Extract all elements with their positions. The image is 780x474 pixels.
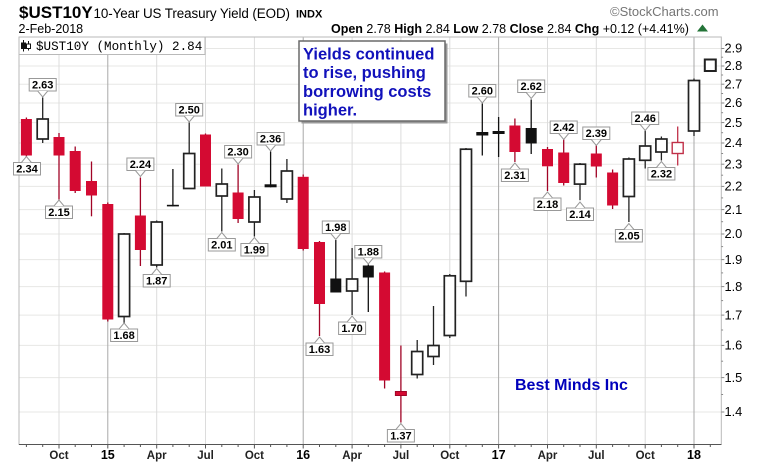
svg-text:2.24: 2.24 <box>130 159 152 171</box>
svg-text:2.01: 2.01 <box>211 239 232 251</box>
svg-text:17: 17 <box>492 448 506 462</box>
svg-text:Jul: Jul <box>197 450 214 462</box>
svg-text:2.42: 2.42 <box>553 122 574 134</box>
svg-text:2.5: 2.5 <box>725 115 743 130</box>
svg-text:2.7: 2.7 <box>725 76 743 91</box>
svg-text:2.14: 2.14 <box>569 209 591 221</box>
svg-text:2.15: 2.15 <box>48 207 69 219</box>
svg-text:1.5: 1.5 <box>725 370 743 385</box>
svg-text:Jul: Jul <box>393 450 410 462</box>
svg-text:15: 15 <box>101 448 115 462</box>
svg-text:2.2: 2.2 <box>725 179 743 194</box>
svg-text:2.3: 2.3 <box>725 156 743 171</box>
svg-text:1.70: 1.70 <box>341 323 362 335</box>
svg-text:2.30: 2.30 <box>227 146 248 158</box>
svg-text:Oct: Oct <box>636 450 655 462</box>
svg-text:2.50: 2.50 <box>178 104 199 116</box>
svg-text:to rise, pushing: to rise, pushing <box>303 64 426 82</box>
svg-text:Oct: Oct <box>440 450 459 462</box>
svg-text:1.88: 1.88 <box>358 246 379 258</box>
svg-text:2.60: 2.60 <box>472 85 493 97</box>
svg-text:2.4: 2.4 <box>725 135 743 150</box>
svg-text:Apr: Apr <box>538 450 558 462</box>
svg-text:1.98: 1.98 <box>325 222 346 234</box>
svg-text:2.39: 2.39 <box>586 128 607 140</box>
svg-text:2.46: 2.46 <box>634 113 655 125</box>
svg-text:1.8: 1.8 <box>725 279 743 294</box>
svg-text:18: 18 <box>687 448 701 462</box>
svg-text:1.37: 1.37 <box>390 430 411 442</box>
svg-text:Apr: Apr <box>342 450 362 462</box>
svg-text:1.6: 1.6 <box>725 338 743 353</box>
svg-text:higher.: higher. <box>303 102 357 120</box>
svg-text:2.1: 2.1 <box>725 202 743 217</box>
svg-text:2.05: 2.05 <box>618 230 639 242</box>
svg-text:2.18: 2.18 <box>537 199 558 211</box>
svg-text:2.8: 2.8 <box>725 58 743 73</box>
svg-text:Apr: Apr <box>147 450 167 462</box>
svg-text:2.62: 2.62 <box>520 81 541 93</box>
svg-text:2.34: 2.34 <box>16 163 38 175</box>
svg-text:borrowing costs: borrowing costs <box>303 83 431 101</box>
svg-text:1.4: 1.4 <box>725 404 743 419</box>
svg-text:1.99: 1.99 <box>244 244 265 256</box>
svg-text:Oct: Oct <box>49 450 68 462</box>
svg-text:Oct: Oct <box>245 450 264 462</box>
svg-text:2-Feb-2018: 2-Feb-2018 <box>19 22 84 36</box>
svg-text:2.31: 2.31 <box>504 170 525 182</box>
svg-text:Best Minds Inc: Best Minds Inc <box>515 377 628 394</box>
svg-text:1.87: 1.87 <box>146 275 167 287</box>
svg-text:$UST10Y: $UST10Y <box>19 3 93 22</box>
svg-text:1.68: 1.68 <box>113 330 134 342</box>
svg-text:10-Year US Treasury Yield (EOD: 10-Year US Treasury Yield (EOD) <box>94 6 291 21</box>
svg-text:1.9: 1.9 <box>725 252 743 267</box>
svg-text:Open 2.78 High 2.84 Low 2.78 C: Open 2.78 High 2.84 Low 2.78 Close 2.84 … <box>331 22 689 36</box>
svg-text:Yields continued: Yields continued <box>303 46 434 64</box>
svg-text:©StockCharts.com: ©StockCharts.com <box>610 4 719 19</box>
svg-text:2.36: 2.36 <box>260 133 281 145</box>
svg-text:$UST10Y (Monthly) 2.84: $UST10Y (Monthly) 2.84 <box>36 40 202 54</box>
svg-text:2.6: 2.6 <box>725 95 743 110</box>
svg-text:INDX: INDX <box>296 9 323 21</box>
svg-text:1.7: 1.7 <box>725 307 743 322</box>
svg-text:2.63: 2.63 <box>32 79 53 91</box>
svg-text:2.9: 2.9 <box>725 41 743 56</box>
svg-text:2.32: 2.32 <box>651 168 672 180</box>
svg-text:16: 16 <box>296 448 310 462</box>
svg-text:2.0: 2.0 <box>725 226 743 241</box>
svg-text:1.63: 1.63 <box>309 344 330 356</box>
svg-text:Jul: Jul <box>588 450 605 462</box>
